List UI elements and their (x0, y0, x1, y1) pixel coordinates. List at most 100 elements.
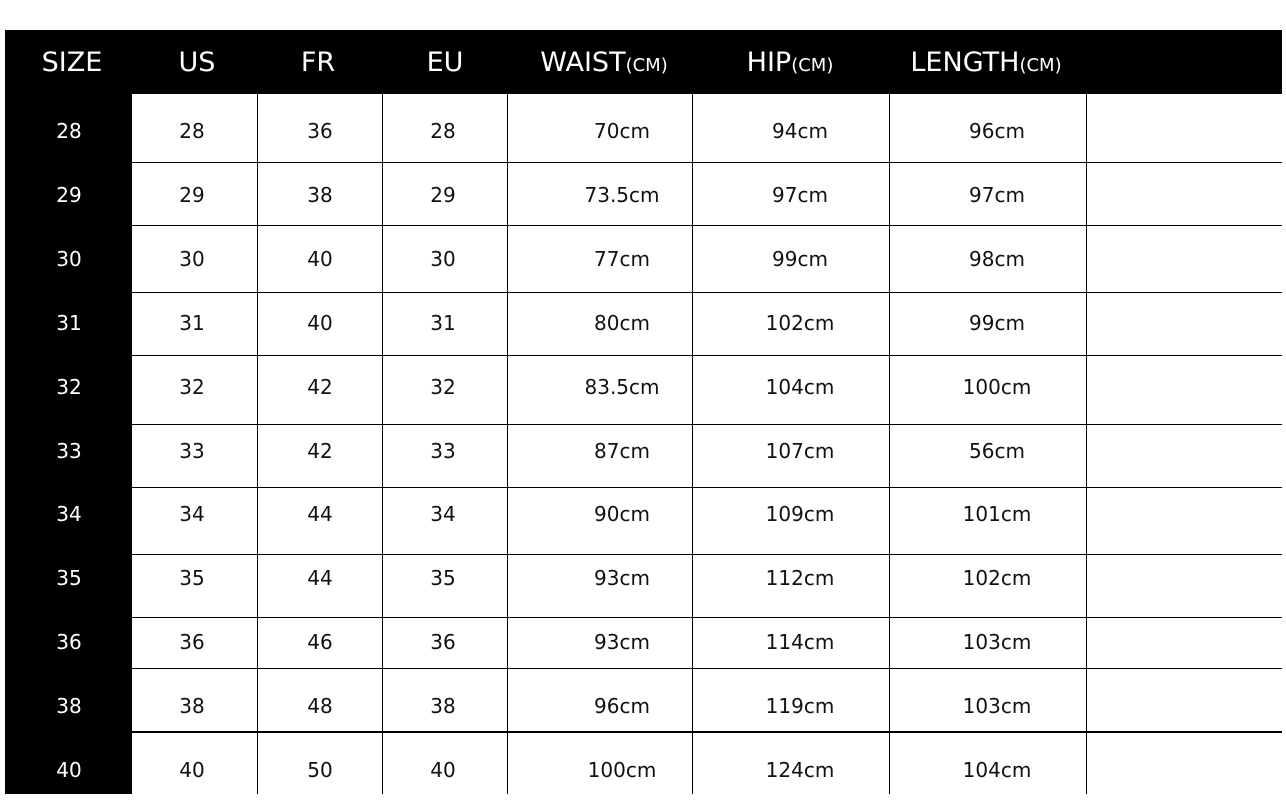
cell-length: 103cm (962, 630, 1032, 655)
row-divider (132, 424, 1282, 425)
cell-eu: 32 (430, 374, 456, 399)
cell-length: 103cm (962, 694, 1032, 719)
cell-size: 33 (56, 438, 82, 463)
cell-hip: 97cm (772, 182, 828, 207)
cell-hip: 109cm (765, 502, 835, 527)
header-size: SIZE (41, 47, 103, 78)
cell-waist: 100cm (587, 758, 657, 782)
cell-fr: 44 (307, 566, 333, 591)
cell-length: 98cm (969, 246, 1025, 271)
cell-eu: 35 (430, 566, 456, 591)
cell-length: 100cm (962, 374, 1032, 399)
cell-length: 97cm (969, 182, 1025, 207)
cell-fr: 42 (307, 438, 333, 463)
cell-waist: 93cm (594, 630, 650, 655)
column-divider (507, 94, 508, 794)
cell-us: 36 (179, 630, 205, 655)
header-hip: HIP(CM) (746, 47, 834, 78)
cell-waist: 93cm (594, 566, 650, 591)
row-divider (132, 355, 1282, 356)
cell-waist: 96cm (594, 694, 650, 719)
header-us: US (178, 47, 216, 78)
cell-waist: 73.5cm (584, 182, 660, 207)
cell-length: 99cm (969, 310, 1025, 335)
table-body (132, 94, 1282, 794)
cell-size: 31 (56, 310, 82, 335)
cell-hip: 104cm (765, 374, 835, 399)
cell-length: 101cm (962, 502, 1032, 527)
cell-eu: 33 (430, 438, 456, 463)
cell-size: 29 (56, 182, 82, 207)
row-divider (132, 225, 1282, 226)
cell-hip: 119cm (765, 694, 835, 719)
cell-length: 102cm (962, 566, 1032, 591)
header-waist: WAIST(CM) (540, 47, 668, 78)
row-divider (132, 554, 1282, 555)
cell-hip: 102cm (765, 310, 835, 335)
row-divider (132, 617, 1282, 618)
cell-hip: 124cm (765, 758, 835, 782)
size-chart-table: SIZE US FR EU WAIST(CM) HIP(CM) LENGTH(C… (5, 30, 1282, 794)
cell-length: 56cm (969, 438, 1025, 463)
cell-fr: 44 (307, 502, 333, 527)
cell-hip: 94cm (772, 119, 828, 143)
column-divider (692, 94, 693, 794)
row-divider (132, 487, 1282, 488)
cell-us: 31 (179, 310, 205, 335)
cell-fr: 46 (307, 630, 333, 655)
cell-us: 32 (179, 374, 205, 399)
cell-fr: 50 (307, 758, 333, 782)
cell-eu: 38 (430, 694, 456, 719)
cell-fr: 40 (307, 310, 333, 335)
cell-us: 28 (179, 119, 205, 143)
header-length: LENGTH(CM) (910, 47, 1062, 78)
row-divider (132, 668, 1282, 669)
column-divider (257, 94, 258, 794)
cell-eu: 34 (430, 502, 456, 527)
cell-fr: 38 (307, 182, 333, 207)
cell-fr: 36 (307, 119, 333, 143)
cell-fr: 48 (307, 694, 333, 719)
column-divider (1086, 94, 1087, 794)
header-fr: FR (300, 47, 336, 78)
cell-hip: 107cm (765, 438, 835, 463)
cell-length: 104cm (962, 758, 1032, 782)
cell-fr: 42 (307, 374, 333, 399)
cell-us: 38 (179, 694, 205, 719)
cell-size: 34 (56, 502, 82, 527)
cell-size: 30 (56, 246, 82, 271)
cell-us: 35 (179, 566, 205, 591)
cell-waist: 87cm (594, 438, 650, 463)
row-divider (132, 292, 1282, 293)
cell-size: 35 (56, 566, 82, 591)
cell-eu: 31 (430, 310, 456, 335)
cell-us: 30 (179, 246, 205, 271)
header-eu: EU (426, 47, 464, 78)
cell-hip: 112cm (765, 566, 835, 591)
cell-us: 40 (179, 758, 205, 782)
cell-waist: 90cm (594, 502, 650, 527)
cell-fr: 40 (307, 246, 333, 271)
column-divider (889, 94, 890, 794)
cell-waist: 70cm (594, 119, 650, 143)
cell-us: 34 (179, 502, 205, 527)
cell-eu: 28 (430, 119, 456, 143)
cell-hip: 99cm (772, 246, 828, 271)
row-divider (132, 731, 1282, 733)
cell-eu: 36 (430, 630, 456, 655)
cell-eu: 29 (430, 182, 456, 207)
cell-waist: 80cm (594, 310, 650, 335)
cell-size: 38 (56, 694, 82, 719)
cell-us: 29 (179, 182, 205, 207)
column-divider (382, 94, 383, 794)
row-divider (132, 162, 1282, 163)
cell-length: 96cm (969, 119, 1025, 143)
cell-size: 28 (56, 119, 82, 143)
cell-eu: 40 (430, 758, 456, 782)
cell-hip: 114cm (765, 630, 835, 655)
cell-waist: 83.5cm (584, 374, 660, 399)
cell-size: 40 (56, 758, 82, 782)
cell-size: 36 (56, 630, 82, 655)
cell-eu: 30 (430, 246, 456, 271)
cell-size: 32 (56, 374, 82, 399)
